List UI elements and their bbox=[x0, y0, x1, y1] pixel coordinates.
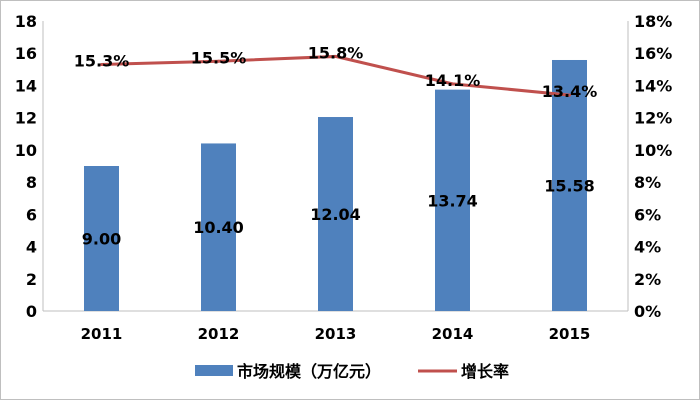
bar-data-label: 15.58 bbox=[544, 176, 595, 195]
left-tick-label: 16 bbox=[15, 44, 37, 63]
line-data-label: 15.3% bbox=[74, 52, 130, 71]
line-point bbox=[334, 54, 337, 58]
left-tick-label: 8 bbox=[26, 173, 37, 192]
x-tick-label: 2011 bbox=[81, 325, 123, 343]
right-tick-label: 16% bbox=[634, 44, 672, 63]
right-tick-label: 12% bbox=[634, 109, 672, 128]
right-tick-label: 0% bbox=[634, 302, 661, 321]
left-tick-label: 18 bbox=[15, 12, 37, 31]
bar bbox=[84, 166, 119, 311]
x-tick-label: 2014 bbox=[432, 325, 474, 343]
left-tick-label: 0 bbox=[26, 302, 37, 321]
right-tick-label: 2% bbox=[634, 270, 661, 289]
left-tick-label: 2 bbox=[26, 270, 37, 289]
right-tick-label: 10% bbox=[634, 141, 672, 160]
line-point bbox=[451, 82, 454, 86]
right-tick-label: 14% bbox=[634, 76, 672, 95]
bar bbox=[552, 59, 587, 311]
right-tick-label: 18% bbox=[634, 12, 672, 31]
left-tick-label: 12 bbox=[15, 109, 37, 128]
bar-data-label: 10.40 bbox=[193, 218, 244, 237]
x-tick-label: 2013 bbox=[315, 325, 357, 343]
bar-data-label: 13.74 bbox=[427, 191, 478, 210]
line-data-label: 14.1% bbox=[425, 71, 481, 90]
line-point bbox=[217, 59, 220, 63]
legend-line-label: 增长率 bbox=[461, 362, 509, 381]
bar-data-label: 12.04 bbox=[310, 205, 361, 224]
x-tick-label: 2015 bbox=[549, 325, 591, 343]
x-tick-label: 2012 bbox=[198, 325, 240, 343]
right-tick-label: 8% bbox=[634, 173, 661, 192]
left-tick-label: 6 bbox=[26, 205, 37, 224]
bar bbox=[435, 89, 470, 311]
legend-bar-label: 市场规模（万亿元） bbox=[237, 362, 381, 381]
right-tick-label: 6% bbox=[634, 205, 661, 224]
line-point bbox=[100, 63, 103, 66]
bar-data-label: 9.00 bbox=[82, 230, 121, 249]
line-point bbox=[568, 93, 571, 97]
left-tick-label: 4 bbox=[26, 238, 37, 257]
legend-bar-swatch bbox=[195, 365, 233, 376]
line-data-label: 15.5% bbox=[191, 48, 247, 67]
right-tick-label: 4% bbox=[634, 238, 661, 257]
line-data-label: 13.4% bbox=[542, 82, 598, 101]
bar bbox=[201, 143, 236, 311]
left-tick-label: 10 bbox=[15, 141, 37, 160]
bar bbox=[318, 117, 353, 312]
left-tick-label: 14 bbox=[15, 76, 37, 95]
line-data-label: 15.8% bbox=[308, 43, 364, 62]
